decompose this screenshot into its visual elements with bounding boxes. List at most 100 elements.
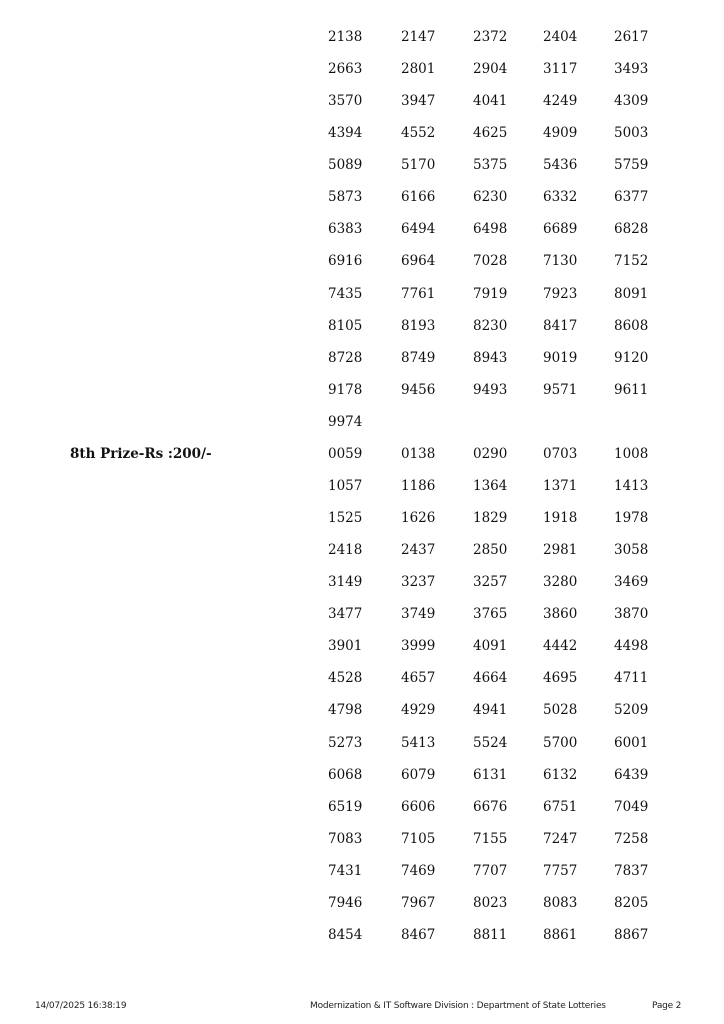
winning-number: 4091 (473, 638, 508, 655)
winning-number: 6964 (401, 253, 436, 270)
winning-number: 5003 (614, 125, 649, 142)
winning-number: 2138 (328, 29, 363, 45)
winning-number: 4664 (473, 670, 508, 687)
winning-number: 7761 (401, 285, 436, 302)
winning-number: 6383 (328, 221, 363, 238)
winning-number: 3901 (328, 638, 363, 655)
winning-number: 6676 (473, 798, 508, 815)
winning-number: 3257 (473, 574, 508, 591)
winning-number: 3058 (614, 542, 649, 559)
winning-number: 7152 (614, 253, 649, 270)
winning-number: 6751 (543, 798, 578, 815)
winning-number: 6498 (473, 221, 508, 238)
winning-number: 4798 (328, 702, 363, 719)
winning-number: 6494 (401, 221, 436, 238)
winning-number: 5873 (328, 189, 363, 206)
winning-number: 2904 (473, 61, 508, 78)
winning-number: 7247 (543, 830, 578, 847)
winning-number: 6916 (328, 253, 363, 270)
winning-number: 5759 (614, 157, 649, 174)
winning-number: 4442 (543, 638, 578, 655)
winning-number: 8105 (328, 317, 363, 334)
winning-number: 1371 (543, 477, 578, 494)
winning-number: 4909 (543, 125, 578, 142)
winning-number: 3493 (614, 61, 649, 78)
winning-number: 7258 (614, 830, 649, 847)
winning-number: 4309 (614, 93, 649, 110)
winning-number: 9493 (473, 381, 508, 398)
winning-number: 9120 (614, 349, 649, 366)
winning-number: 6131 (473, 766, 508, 783)
winning-number: 6132 (543, 766, 578, 783)
winning-number: 9019 (543, 349, 578, 366)
winning-number: 1918 (543, 510, 578, 527)
winning-number: 8861 (543, 926, 578, 943)
winning-number: 7707 (473, 862, 508, 879)
winning-number: 9571 (543, 381, 578, 398)
winning-number: 8749 (401, 349, 436, 366)
winning-number: 8091 (614, 285, 649, 302)
winning-number: 1008 (614, 445, 649, 462)
winning-number: 6068 (328, 766, 363, 783)
winning-number: 2981 (543, 542, 578, 559)
winning-number: 4657 (401, 670, 436, 687)
winning-number: 5524 (473, 734, 508, 751)
winning-number: 2801 (401, 61, 436, 78)
winning-number: 8728 (328, 349, 363, 366)
winning-number: 8193 (401, 317, 436, 334)
winning-number: 8608 (614, 317, 649, 334)
winning-number: 5413 (401, 734, 436, 751)
winning-number: 6377 (614, 189, 649, 206)
winning-number: 4041 (473, 93, 508, 110)
winning-number: 6439 (614, 766, 649, 783)
winning-number: 7469 (401, 862, 436, 879)
winning-number: 3860 (543, 606, 578, 623)
winning-number: 2147 (401, 29, 436, 45)
winning-number: 7923 (543, 285, 578, 302)
winning-number: 0703 (543, 445, 578, 462)
winning-number: 4929 (401, 702, 436, 719)
winning-number: 2437 (401, 542, 436, 559)
winning-number: 0059 (328, 445, 363, 462)
winning-number: 7083 (328, 830, 363, 847)
winning-number: 1829 (473, 510, 508, 527)
winning-number: 2617 (614, 29, 649, 45)
winning-number: 9974 (328, 413, 363, 430)
winning-number: 6001 (614, 734, 649, 751)
winning-number: 5436 (543, 157, 578, 174)
winning-number: 4394 (328, 125, 363, 142)
winning-number: 7967 (401, 894, 436, 911)
winning-number: 3999 (401, 638, 436, 655)
winning-number: 6079 (401, 766, 436, 783)
winning-number: 6689 (543, 221, 578, 238)
prize-label: 8th Prize-Rs :200/- (70, 445, 212, 462)
winning-number: 1525 (328, 510, 363, 527)
winning-number: 3870 (614, 606, 649, 623)
winning-number: 8867 (614, 926, 649, 943)
winning-number: 8943 (473, 349, 508, 366)
winning-number: 7946 (328, 894, 363, 911)
winning-number: 7435 (328, 285, 363, 302)
winning-number: 1364 (473, 477, 508, 494)
winning-number: 4625 (473, 125, 508, 142)
winning-number: 8417 (543, 317, 578, 334)
winning-number: 7028 (473, 253, 508, 270)
winning-number: 1057 (328, 477, 363, 494)
winning-number: 7837 (614, 862, 649, 879)
winning-number: 2663 (328, 61, 363, 78)
winning-number: 1626 (401, 510, 436, 527)
winning-number: 7757 (543, 862, 578, 879)
winning-number: 3149 (328, 574, 363, 591)
winning-number: 3280 (543, 574, 578, 591)
winning-number: 4552 (401, 125, 436, 142)
winning-number: 4941 (473, 702, 508, 719)
winning-number: 3117 (543, 61, 578, 78)
winning-number: 5028 (543, 702, 578, 719)
winning-number: 9611 (614, 381, 649, 398)
winning-number: 3477 (328, 606, 363, 623)
winning-number: 9178 (328, 381, 363, 398)
winning-number: 1186 (401, 477, 436, 494)
winning-number: 7130 (543, 253, 578, 270)
winning-number: 3469 (614, 574, 649, 591)
winning-number: 3570 (328, 93, 363, 110)
